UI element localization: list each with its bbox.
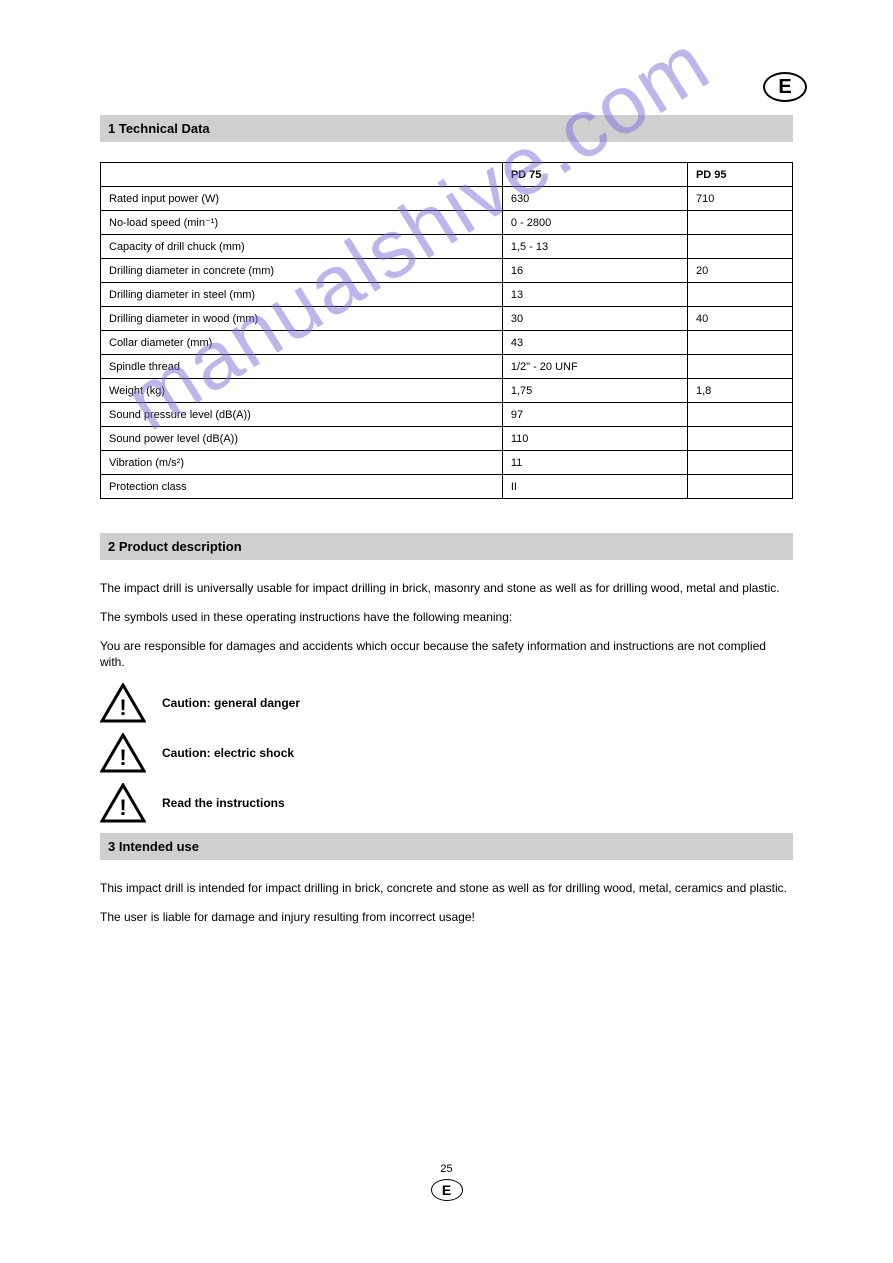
table-cell: 30 — [502, 307, 687, 331]
table-row: Sound pressure level (dB(A))97 — [101, 403, 793, 427]
table-row: Drilling diameter in concrete (mm)1620 — [101, 259, 793, 283]
col-header-2: PD 95 — [687, 163, 792, 187]
table-cell: II — [502, 475, 687, 499]
section-3-para-2: The user is liable for damage and injury… — [100, 909, 793, 926]
table-cell: 1,8 — [687, 379, 792, 403]
table-row: Drilling diameter in steel (mm)13 — [101, 283, 793, 307]
table-cell: 0 - 2800 — [502, 211, 687, 235]
col-header-0 — [101, 163, 503, 187]
table-cell: Vibration (m/s²) — [101, 451, 503, 475]
table-cell: 710 — [687, 187, 792, 211]
table-row: Weight (kg)1,751,8 — [101, 379, 793, 403]
table-cell: Drilling diameter in wood (mm) — [101, 307, 503, 331]
table-cell: 1,5 - 13 — [502, 235, 687, 259]
svg-text:!: ! — [119, 795, 126, 820]
table-cell: 1/2" - 20 UNF — [502, 355, 687, 379]
table-cell: Drilling diameter in concrete (mm) — [101, 259, 503, 283]
tech-data-table: PD 75 PD 95 Rated input power (W)630710N… — [100, 162, 793, 499]
section-2-para-3: You are responsible for damages and acci… — [100, 638, 793, 672]
table-row: Collar diameter (mm)43 — [101, 331, 793, 355]
table-row: No-load speed (min⁻¹)0 - 2800 — [101, 211, 793, 235]
table-header-row: PD 75 PD 95 — [101, 163, 793, 187]
section-2-para-2: The symbols used in these operating inst… — [100, 609, 793, 626]
warning-row-2: ! Caution: electric shock — [100, 733, 793, 773]
section-2-para-1: The impact drill is universally usable f… — [100, 580, 793, 597]
table-cell — [687, 331, 792, 355]
warning-triangle-icon: ! — [100, 733, 146, 773]
section-3-title: 3 Intended use — [100, 833, 793, 860]
table-cell: Weight (kg) — [101, 379, 503, 403]
table-cell: 13 — [502, 283, 687, 307]
table-cell: Sound pressure level (dB(A)) — [101, 403, 503, 427]
table-row: Vibration (m/s²)11 — [101, 451, 793, 475]
main-content: 1 Technical Data PD 75 PD 95 Rated input… — [0, 0, 893, 926]
table-cell — [687, 427, 792, 451]
table-cell — [687, 235, 792, 259]
table-cell: 11 — [502, 451, 687, 475]
svg-text:!: ! — [119, 745, 126, 770]
table-row: Spindle thread1/2" - 20 UNF — [101, 355, 793, 379]
table-cell: Capacity of drill chuck (mm) — [101, 235, 503, 259]
table-cell: 110 — [502, 427, 687, 451]
warning-triangle-icon: ! — [100, 783, 146, 823]
table-row: Protection classII — [101, 475, 793, 499]
table-cell: Sound power level (dB(A)) — [101, 427, 503, 451]
table-cell — [687, 451, 792, 475]
warning-text-1: Caution: general danger — [162, 695, 300, 711]
table-cell: 43 — [502, 331, 687, 355]
warning-triangle-icon: ! — [100, 683, 146, 723]
table-cell — [687, 283, 792, 307]
table-cell: No-load speed (min⁻¹) — [101, 211, 503, 235]
table-cell: 16 — [502, 259, 687, 283]
table-row: Drilling diameter in wood (mm)3040 — [101, 307, 793, 331]
table-cell: 97 — [502, 403, 687, 427]
table-cell — [687, 403, 792, 427]
table-row: Capacity of drill chuck (mm)1,5 - 13 — [101, 235, 793, 259]
warning-row-1: ! Caution: general danger — [100, 683, 793, 723]
table-cell: 40 — [687, 307, 792, 331]
table-cell: 20 — [687, 259, 792, 283]
footer-page-badge: 25 E — [431, 1163, 463, 1201]
warning-text-2: Caution: electric shock — [162, 745, 294, 761]
table-row: Rated input power (W)630710 — [101, 187, 793, 211]
table-row: Sound power level (dB(A))110 — [101, 427, 793, 451]
page-number: 25 — [431, 1163, 463, 1175]
table-cell — [687, 355, 792, 379]
table-cell: 1,75 — [502, 379, 687, 403]
footer-lang-badge: E — [431, 1179, 463, 1201]
warning-row-3: ! Read the instructions — [100, 783, 793, 823]
table-cell: Rated input power (W) — [101, 187, 503, 211]
table-cell: Spindle thread — [101, 355, 503, 379]
section-1-title: 1 Technical Data — [100, 115, 793, 142]
table-cell — [687, 475, 792, 499]
table-cell: Collar diameter (mm) — [101, 331, 503, 355]
table-cell: Protection class — [101, 475, 503, 499]
language-badge: E — [763, 72, 807, 102]
table-cell: 630 — [502, 187, 687, 211]
table-cell: Drilling diameter in steel (mm) — [101, 283, 503, 307]
table-cell — [687, 211, 792, 235]
section-2-title: 2 Product description — [100, 533, 793, 560]
warning-text-3: Read the instructions — [162, 795, 285, 811]
col-header-1: PD 75 — [502, 163, 687, 187]
section-3-para-1: This impact drill is intended for impact… — [100, 880, 793, 897]
svg-text:!: ! — [119, 695, 126, 720]
